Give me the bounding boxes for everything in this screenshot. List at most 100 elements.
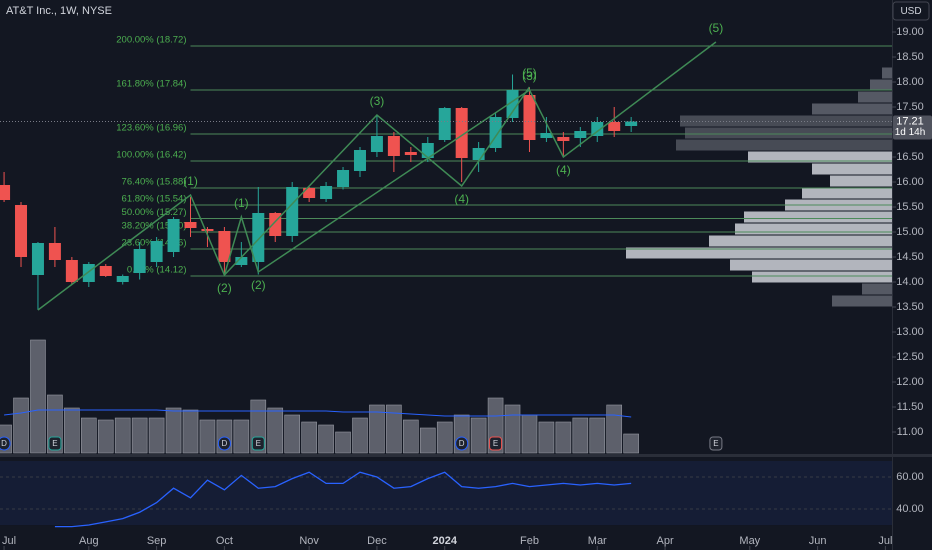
volume-bar <box>233 419 250 454</box>
fib-label: 161.80% (17.84) <box>116 79 186 90</box>
x-tick-label: 2024 <box>432 535 457 547</box>
volume-bar <box>589 417 606 454</box>
wave-label: (2) <box>251 278 266 292</box>
x-tick-label: Feb <box>520 535 539 547</box>
candle-body <box>15 205 28 257</box>
volume-profile-bar <box>802 187 892 199</box>
volume-profile-bar <box>626 247 892 259</box>
candle-body <box>218 231 231 262</box>
candle-body <box>167 219 180 252</box>
chart-title: AT&T Inc., 1W, NYSE <box>6 5 112 17</box>
volume-profile-bar <box>882 67 892 79</box>
candle-body <box>303 188 316 198</box>
volume-profile-bar <box>858 91 892 103</box>
volume-profile-bar <box>676 139 892 151</box>
candle-body <box>404 152 417 155</box>
candle-body <box>235 257 248 265</box>
volume-bar <box>284 414 300 454</box>
wave-label: (5) <box>522 66 537 80</box>
event-label: E <box>52 439 57 448</box>
volume-bar <box>64 407 80 454</box>
volume-bar <box>470 417 487 454</box>
last-price-box <box>893 115 932 140</box>
last-price-label: 17.21 <box>896 115 924 127</box>
volume-bar <box>97 419 114 454</box>
volume-bar <box>199 419 216 454</box>
countdown-label: 1d 14h <box>895 127 926 138</box>
volume-profile-bar <box>735 223 892 235</box>
volume-bar <box>13 397 29 454</box>
volume-bar <box>436 421 453 454</box>
fib-label: 50.00% (15.27) <box>122 207 187 218</box>
candle-body <box>387 136 400 156</box>
candle-body <box>540 133 553 138</box>
fib-label: 0.00% (14.12) <box>127 265 187 276</box>
candle-body <box>0 185 11 200</box>
event-label: D <box>459 439 465 448</box>
fib-label: 200.00% (18.72) <box>116 35 186 46</box>
x-tick-label: Mar <box>588 535 607 547</box>
volume-bar <box>369 404 385 454</box>
y-tick-label: 14.00 <box>896 276 924 288</box>
rsi-line <box>54 471 632 528</box>
volume-bar <box>386 404 402 454</box>
y-tick-label: 15.00 <box>896 226 924 238</box>
candle-body <box>337 170 350 187</box>
wave-line <box>223 41 717 276</box>
fib-label: 76.40% (15.88) <box>122 177 187 188</box>
volume-ma-line <box>4 409 632 418</box>
fib-label: 61.80% (15.54) <box>122 194 187 205</box>
y-tick-label: 13.50 <box>896 301 924 313</box>
volume-profile-bar <box>870 79 892 91</box>
y-tick-label: 18.00 <box>896 76 924 88</box>
event-badge <box>251 436 265 451</box>
volume-profile-bar <box>862 283 892 295</box>
volume-profile-bar <box>812 103 892 115</box>
x-tick-label: Dec <box>367 535 387 547</box>
wave-label: (1) <box>234 196 249 210</box>
candle-body <box>506 90 519 118</box>
volume-profile-bar <box>830 175 892 187</box>
x-tick-label: Oct <box>216 535 233 547</box>
candle-body <box>82 264 95 282</box>
y-tick-label: 15.50 <box>896 201 924 213</box>
wave-label: (2) <box>217 281 232 295</box>
candle-body <box>99 266 112 276</box>
volume-profile-bar <box>812 163 892 175</box>
candle-body <box>455 108 468 158</box>
volume-bar <box>504 404 521 454</box>
currency-button[interactable] <box>892 1 930 21</box>
wave-label: (5) <box>709 21 724 35</box>
rsi-tick-label: 60.00 <box>896 471 924 483</box>
rsi-tick-label: 40.00 <box>896 503 924 515</box>
event-badge <box>0 436 11 451</box>
volume-bar <box>131 417 148 454</box>
volume-profile-bar <box>748 151 892 163</box>
fib-label: 123.60% (16.96) <box>116 123 186 134</box>
candle-body <box>150 241 163 262</box>
rsi-band <box>0 461 892 526</box>
volume-bar <box>148 417 165 454</box>
y-tick-label: 11.50 <box>897 401 924 413</box>
candle-body <box>201 229 214 231</box>
candle-body <box>48 243 61 260</box>
wave-label: (4) <box>454 192 469 206</box>
event-label: E <box>493 439 498 448</box>
event-badge <box>217 436 231 451</box>
volume-bar <box>521 414 538 454</box>
volume-bar <box>352 417 368 454</box>
candle-body <box>625 121 638 126</box>
y-tick-label: 12.00 <box>896 376 924 388</box>
volume-bar <box>182 409 199 454</box>
candle-body <box>320 186 333 199</box>
y-tick-label: 16.50 <box>896 151 924 163</box>
volume-bar <box>114 417 131 454</box>
volume-bar <box>30 339 46 454</box>
volume-profile-bar <box>832 295 892 307</box>
candle-body <box>286 187 299 236</box>
y-tick-label: 14.50 <box>896 251 924 263</box>
x-tick-label: Jun <box>809 535 827 547</box>
volume-bar <box>572 417 589 454</box>
candle-body <box>31 243 44 275</box>
volume-profile-bar <box>730 259 892 271</box>
